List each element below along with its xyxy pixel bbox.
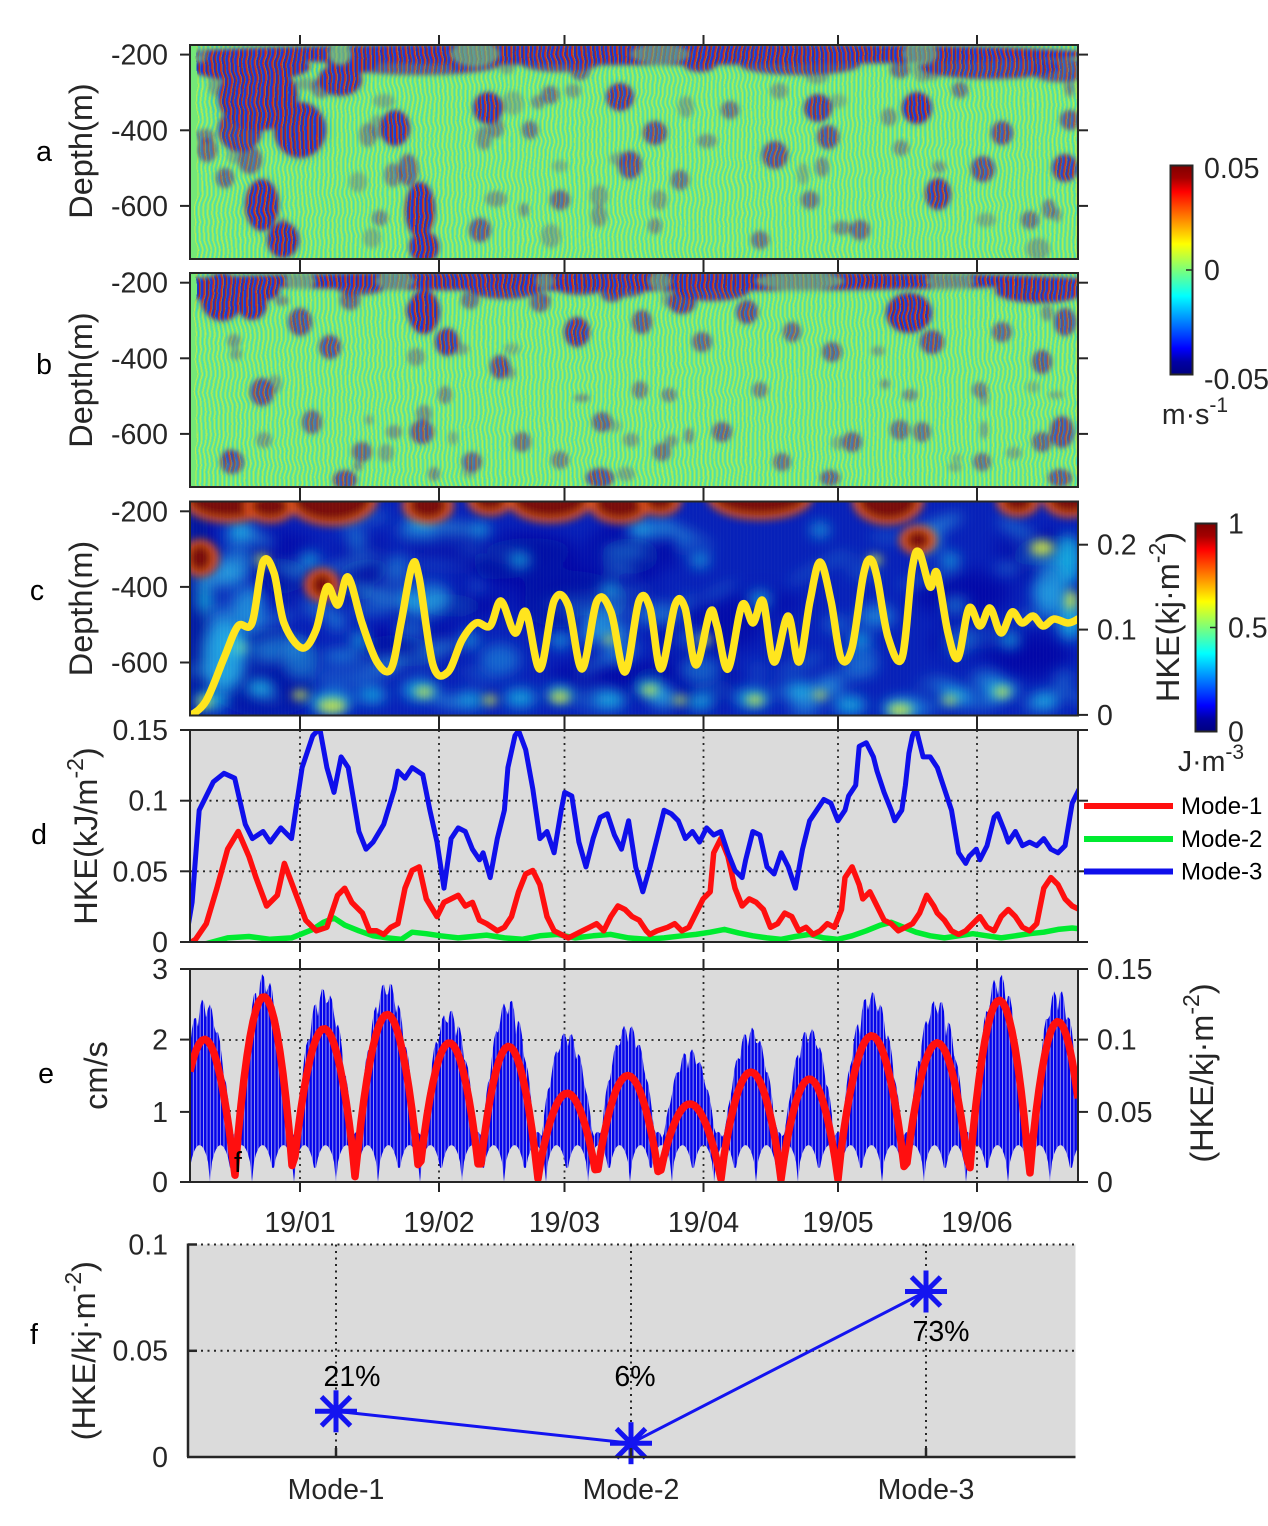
svg-text:73%: 73% <box>912 1316 969 1348</box>
svg-text:f: f <box>234 1147 242 1179</box>
svg-text:0.1: 0.1 <box>128 786 168 818</box>
svg-text:Mode-3: Mode-3 <box>1181 859 1262 886</box>
svg-text:-600: -600 <box>111 648 168 680</box>
svg-text:0.05: 0.05 <box>1204 153 1259 185</box>
svg-text:0: 0 <box>152 1442 168 1474</box>
svg-text:d: d <box>31 819 47 851</box>
svg-text:HKE(kj·m-2): HKE(kj·m-2) <box>1144 532 1186 702</box>
svg-text:Depth(m): Depth(m) <box>63 83 99 218</box>
svg-text:0.15: 0.15 <box>113 715 168 747</box>
svg-text:-200: -200 <box>111 496 168 528</box>
svg-text:a: a <box>36 136 52 168</box>
svg-text:Depth(m): Depth(m) <box>63 312 99 447</box>
svg-text:-600: -600 <box>111 191 168 223</box>
svg-text:1: 1 <box>152 1097 168 1129</box>
svg-text:0.15: 0.15 <box>1097 954 1152 986</box>
svg-text:(HKE/kj·m-2): (HKE/kj·m-2) <box>60 1261 102 1440</box>
svg-text:0: 0 <box>1097 1167 1113 1199</box>
svg-text:-200: -200 <box>111 268 168 300</box>
svg-text:0.2: 0.2 <box>1097 530 1137 562</box>
svg-text:b: b <box>36 349 52 381</box>
svg-text:19/02: 19/02 <box>403 1207 474 1239</box>
svg-text:19/06: 19/06 <box>941 1207 1012 1239</box>
svg-text:HKE(kJ/m-2): HKE(kJ/m-2) <box>62 747 104 925</box>
svg-text:-600: -600 <box>111 419 168 451</box>
svg-text:0.05: 0.05 <box>113 1336 168 1368</box>
svg-text:-400: -400 <box>111 343 168 375</box>
svg-text:f: f <box>30 1319 38 1351</box>
svg-text:21%: 21% <box>323 1361 380 1393</box>
svg-text:19/01: 19/01 <box>264 1207 335 1239</box>
svg-text:Mode-1: Mode-1 <box>288 1474 385 1506</box>
svg-text:19/04: 19/04 <box>668 1207 739 1239</box>
svg-text:0: 0 <box>152 927 168 959</box>
svg-text:3: 3 <box>152 954 168 986</box>
svg-text:0: 0 <box>1204 255 1220 287</box>
svg-text:Mode-1: Mode-1 <box>1181 793 1262 820</box>
svg-text:-200: -200 <box>111 40 168 72</box>
svg-text:6%: 6% <box>614 1361 655 1393</box>
svg-text:0.05: 0.05 <box>113 856 168 888</box>
svg-text:Mode-3: Mode-3 <box>878 1474 975 1506</box>
svg-text:0.05: 0.05 <box>1097 1097 1152 1129</box>
svg-text:0.1: 0.1 <box>128 1230 168 1262</box>
svg-text:19/03: 19/03 <box>529 1207 600 1239</box>
svg-text:0.1: 0.1 <box>1097 615 1137 647</box>
svg-text:-400: -400 <box>111 572 168 604</box>
svg-text:1: 1 <box>1228 509 1244 541</box>
svg-text:m·s-1: m·s-1 <box>1162 394 1228 431</box>
svg-text:e: e <box>38 1058 54 1090</box>
svg-text:Depth(m): Depth(m) <box>63 541 99 676</box>
svg-text:19/05: 19/05 <box>802 1207 873 1239</box>
svg-text:0: 0 <box>152 1167 168 1199</box>
svg-text:-0.05: -0.05 <box>1204 364 1268 396</box>
svg-text:0.1: 0.1 <box>1097 1025 1137 1057</box>
svg-text:Mode-2: Mode-2 <box>1181 826 1262 853</box>
svg-text:c: c <box>30 575 44 607</box>
svg-text:-400: -400 <box>111 115 168 147</box>
svg-text:0: 0 <box>1228 717 1244 749</box>
svg-text:J·m-3: J·m-3 <box>1178 741 1244 778</box>
svg-text:cm/s: cm/s <box>78 1041 114 1110</box>
svg-text:0.5: 0.5 <box>1228 613 1268 645</box>
svg-text:(HKE/kj·m-2): (HKE/kj·m-2) <box>1178 983 1220 1162</box>
svg-text:2: 2 <box>152 1025 168 1057</box>
svg-text:0: 0 <box>1097 700 1113 732</box>
svg-text:Mode-2: Mode-2 <box>583 1474 680 1506</box>
